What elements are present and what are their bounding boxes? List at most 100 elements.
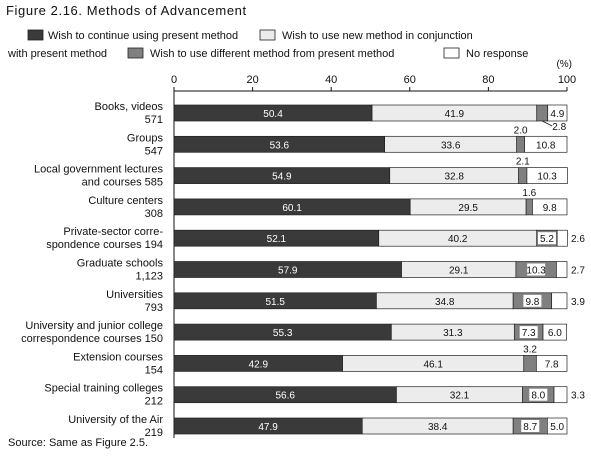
legend-swatch (127, 47, 144, 59)
data-label: 56.6 (275, 391, 295, 402)
category-count: 308 (145, 208, 163, 220)
data-label: 40.2 (448, 234, 468, 245)
data-label: 3.3 (571, 391, 585, 402)
category-count: 194 (145, 239, 163, 251)
category-label: Culture centers (88, 195, 163, 207)
legend-label: Wish to use new method in conjunction (282, 30, 473, 42)
data-label: 8.0 (531, 391, 545, 402)
x-tick-label: 80 (482, 74, 494, 86)
data-label: 2.0 (514, 125, 528, 136)
bar-segment (524, 135, 568, 153)
data-label: 10.3 (537, 172, 557, 183)
bar-segment (547, 104, 568, 122)
bar-segment (553, 386, 568, 404)
data-label: 32.1 (450, 391, 470, 402)
data-label: 9.8 (525, 297, 539, 308)
x-tick-label: 60 (404, 74, 416, 86)
data-label: 46.1 (423, 359, 443, 370)
category-count: 547 (145, 145, 163, 157)
bar-segment (523, 355, 537, 372)
legend-swatch (27, 29, 44, 41)
bar-segment (518, 167, 528, 184)
bar-segment (542, 323, 567, 341)
legend-label: Wish to continue using present method (48, 30, 238, 42)
category-label: Extension courses (73, 351, 163, 363)
data-label: 2.8 (552, 122, 566, 133)
bar-segment (535, 355, 568, 372)
category-label: correspondence courses 150 (21, 333, 163, 345)
data-label: 8.7 (523, 422, 537, 433)
data-label: 5.0 (550, 422, 564, 433)
data-label-box (521, 420, 540, 432)
data-label: 57.9 (278, 266, 298, 277)
data-label: 54.9 (272, 172, 292, 183)
legend-label: No response (466, 48, 528, 60)
bar-segment (526, 167, 568, 184)
bar-segment (536, 104, 549, 122)
data-label: 29.1 (449, 266, 469, 277)
category-label: Private-sector corre- (63, 226, 163, 238)
data-label: 5.2 (540, 234, 554, 245)
data-label-box (537, 232, 556, 245)
data-label: 42.9 (249, 359, 269, 370)
axis-unit-label: (%) (556, 59, 572, 70)
data-label: 31.3 (443, 328, 463, 339)
category-label: University of the Air (68, 414, 163, 426)
x-tick-label: 0 (171, 74, 177, 86)
data-label: 52.1 (267, 234, 287, 245)
category-count: 154 (145, 364, 163, 376)
bar-segment (556, 229, 568, 247)
data-label-box (519, 326, 538, 339)
category-label: Groups (127, 132, 164, 144)
legend-swatch (443, 47, 460, 59)
data-label: 9.8 (543, 203, 557, 214)
data-label: 50.4 (263, 109, 283, 120)
bar-segment (546, 417, 568, 435)
data-label: 3.9 (571, 297, 585, 308)
leader-line (542, 120, 553, 127)
data-label: 33.6 (441, 140, 461, 151)
data-label: 7.3 (522, 328, 536, 339)
x-tick-label: 40 (325, 74, 337, 86)
category-count: 219 (145, 427, 163, 439)
data-label: 38.4 (428, 422, 448, 433)
data-label-box (529, 388, 548, 401)
data-label: 2.6 (571, 234, 585, 245)
bar-segment (556, 261, 568, 278)
data-label: 2.7 (571, 266, 585, 277)
category-count: 1,123 (135, 271, 163, 283)
x-tick-label: 20 (246, 74, 258, 86)
data-label: 10.8 (536, 140, 556, 151)
category-label: University and junior college (25, 320, 163, 332)
legend-swatch (259, 29, 276, 41)
figure-title: Figure 2.16. Methods of Advancement (6, 3, 247, 18)
category-label: Local government lectures (34, 164, 164, 176)
data-label: 1.6 (522, 188, 536, 199)
data-label-box (527, 263, 546, 276)
category-label: Universities (106, 289, 163, 301)
category-count: 212 (145, 396, 163, 408)
source-note: Source: Same as Figure 2.5. (8, 437, 149, 449)
data-label: 7.8 (545, 359, 559, 370)
data-label: 32.8 (444, 172, 464, 183)
category-label: Special training colleges (44, 383, 163, 395)
category-count: 571 (145, 114, 163, 126)
category-label: and courses 585 (82, 177, 163, 189)
data-label: 34.8 (435, 297, 455, 308)
data-label: 55.3 (273, 328, 293, 339)
legend-label: with present method (7, 48, 107, 60)
legend-label: Wish to use different method from presen… (150, 48, 394, 60)
x-tick-label: 100 (558, 74, 576, 86)
data-label: 51.5 (265, 297, 285, 308)
data-label: 53.6 (270, 140, 290, 151)
bar-segment (516, 135, 525, 153)
category-count: 585 (145, 177, 163, 189)
data-label: 60.1 (282, 203, 302, 214)
data-label: 3.2 (523, 344, 537, 355)
category-count: 150 (145, 333, 163, 345)
category-label: spondence courses 194 (46, 239, 163, 251)
data-label: 47.9 (258, 422, 278, 433)
data-label: 6.0 (548, 328, 562, 339)
data-label-box (523, 294, 542, 307)
